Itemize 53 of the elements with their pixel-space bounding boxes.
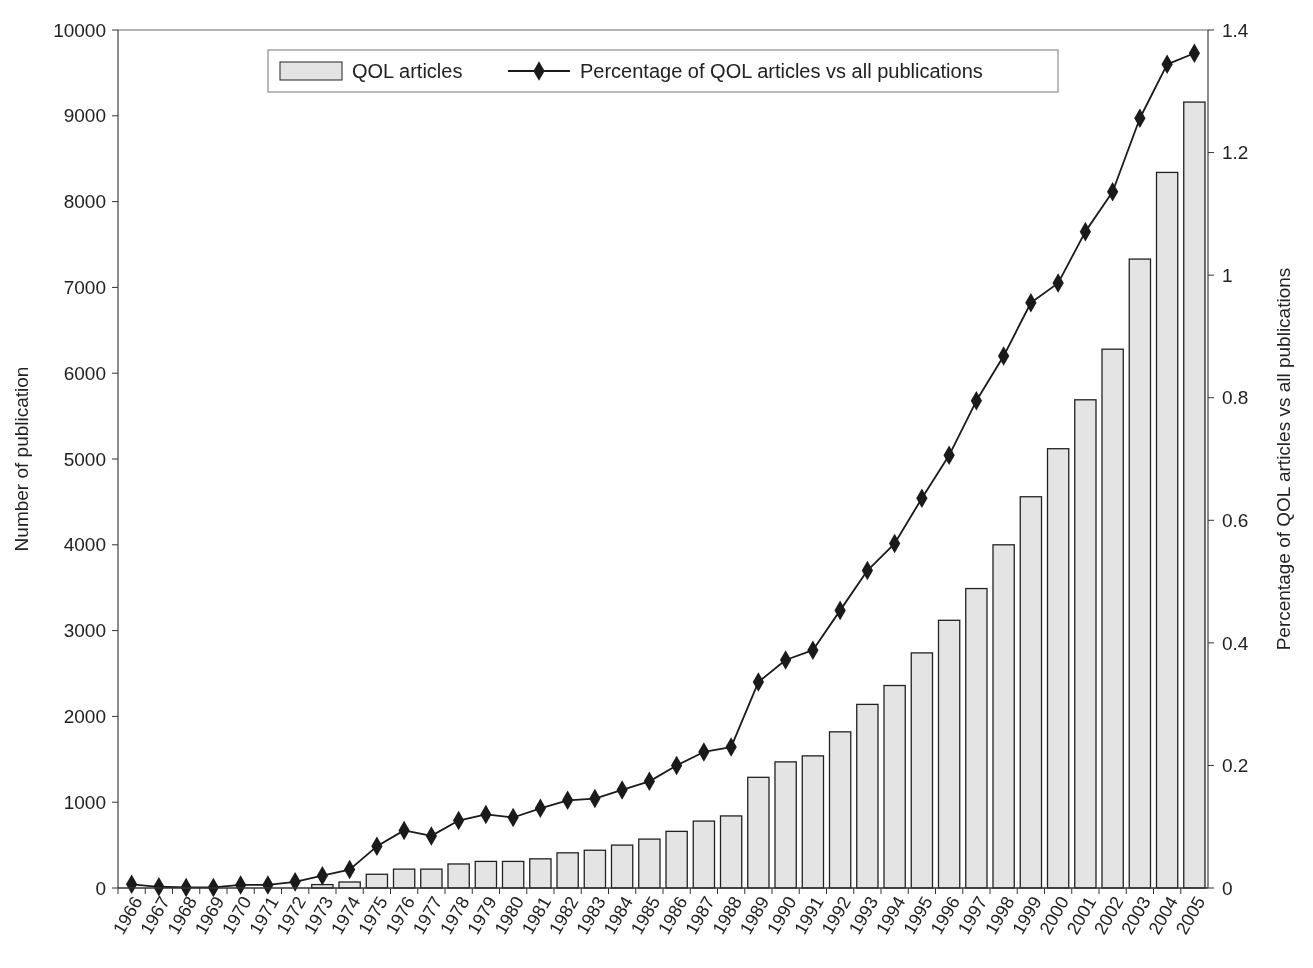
legend-label: QOL articles: [352, 60, 463, 82]
bar: [610, 844, 634, 889]
bar: [474, 860, 498, 889]
bar: [828, 731, 852, 889]
y-tick-label: 8000: [63, 191, 106, 213]
bar: [583, 849, 607, 889]
bar: [1183, 101, 1206, 889]
y-tick-label: 4000: [63, 534, 106, 556]
legend-label: Percentage of QOL articles vs all publications: [580, 60, 983, 82]
bar: [1074, 399, 1097, 889]
y-tick-label: 2000: [63, 706, 106, 728]
bar: [1101, 348, 1124, 889]
y-tick-label: 6000: [63, 362, 106, 384]
y2-axis-title: Percentage of QOL articles vs all publications: [1273, 267, 1294, 651]
bar: [992, 544, 1015, 889]
y2-tick-label: 0.4: [1222, 632, 1249, 654]
y2-tick-label: 1: [1222, 264, 1233, 286]
bar: [883, 684, 906, 889]
bar: [1128, 258, 1152, 889]
y-axis-title: Number of publication: [11, 366, 32, 552]
bar: [937, 619, 961, 889]
y2-tick-label: 0.2: [1222, 755, 1249, 777]
bar: [965, 587, 988, 889]
bar: [638, 838, 661, 889]
bar: [801, 755, 825, 889]
y-tick-label: 10000: [53, 19, 106, 41]
bar: [774, 761, 797, 889]
bar: [747, 776, 770, 889]
y-tick-label: 5000: [63, 448, 106, 470]
bar: [692, 820, 716, 889]
y-tick-label: 7000: [63, 277, 106, 299]
bar: [910, 652, 934, 889]
y-tick-label: 0: [95, 877, 106, 899]
y2-tick-label: 0: [1222, 877, 1233, 899]
bar: [665, 830, 688, 889]
bar: [1019, 496, 1043, 889]
y2-tick-label: 1.2: [1222, 142, 1249, 164]
y-tick-label: 1000: [63, 791, 106, 813]
bar: [447, 863, 470, 889]
bar: [556, 852, 579, 889]
y-tick-label: 9000: [63, 105, 106, 127]
y2-tick-label: 1.4: [1222, 19, 1249, 41]
bar: [719, 815, 743, 889]
bar: [420, 868, 443, 889]
bar: [1046, 448, 1070, 889]
bar: [392, 868, 416, 889]
bar: [856, 703, 879, 889]
bar: [529, 858, 552, 889]
y2-tick-label: 0.8: [1222, 387, 1249, 409]
bar: [1155, 171, 1179, 889]
y-tick-label: 3000: [63, 620, 106, 642]
y2-tick-label: 0.6: [1222, 509, 1249, 531]
bar: [501, 860, 525, 889]
